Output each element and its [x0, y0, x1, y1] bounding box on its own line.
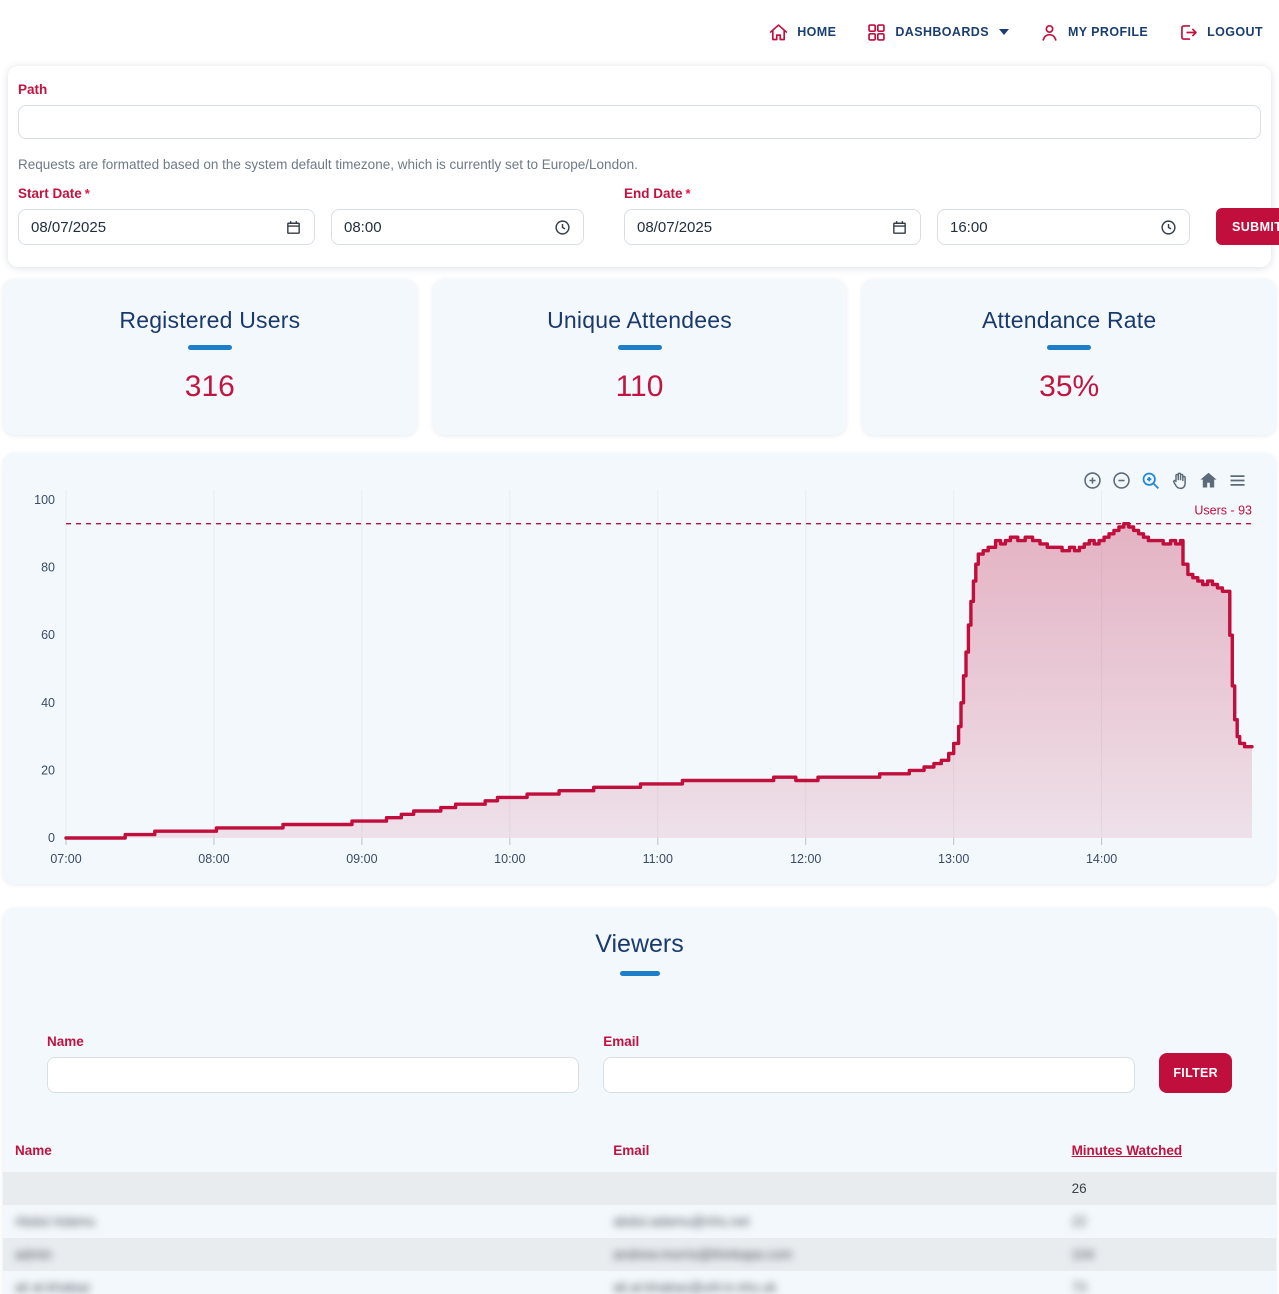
y-tick-label: 80 [41, 561, 55, 575]
clock-icon[interactable] [554, 219, 571, 236]
viewer-name-cell: admin [15, 1247, 52, 1262]
viewer-email-cell [601, 1172, 1059, 1205]
stat-card-registered-users: Registered Users 316 [3, 279, 417, 435]
nav-item-label: DASHBOARDS [895, 25, 989, 39]
viewers-title: Viewers [595, 930, 684, 958]
chevron-down-icon [998, 29, 1009, 35]
stat-card-title: Unique Attendees [547, 307, 732, 333]
filter-button[interactable]: FILTER [1159, 1053, 1232, 1093]
viewer-name-input[interactable] [47, 1057, 580, 1093]
top-navigation: HOME DASHBOARDS MY PROFILE LOGOUT [0, 0, 1279, 64]
viewer-name-label: Name [47, 1034, 84, 1049]
required-asterisk: * [84, 186, 90, 201]
x-tick-label: 07:00 [50, 852, 81, 866]
x-tick-label: 11:00 [643, 852, 673, 866]
nav-item-logout[interactable]: LOGOUT [1178, 22, 1263, 43]
box-zoom-icon[interactable] [1140, 470, 1161, 491]
viewer-email-cell: andrew.morris@thinkapa.com [613, 1247, 793, 1262]
viewer-minutes-cell: 22 [1071, 1214, 1087, 1229]
viewer-name-cell: Abdul Adamu [15, 1214, 96, 1229]
required-asterisk: * [685, 186, 691, 201]
nav-item-home[interactable]: HOME [768, 22, 836, 43]
title-underline [617, 345, 662, 350]
report-filter-panel: Path Requests are formatted based on the… [8, 66, 1279, 267]
chart-toolbar [1082, 470, 1248, 491]
stat-card-value: 316 [184, 370, 235, 403]
logout-icon [1178, 22, 1199, 43]
end-date-label: End Date * [624, 186, 691, 201]
x-tick-label: 10:00 [494, 852, 525, 866]
pan-icon[interactable] [1169, 470, 1190, 491]
nav-item-my-profile[interactable]: MY PROFILE [1039, 22, 1148, 43]
stat-card-value: 35% [1039, 370, 1100, 403]
x-tick-label: 09:00 [346, 852, 377, 866]
y-tick-label: 100 [34, 493, 55, 507]
viewer-email-cell: abdul.adamu@nhs.net [613, 1214, 750, 1229]
profile-icon [1039, 22, 1060, 43]
clock-icon[interactable] [1160, 219, 1177, 236]
viewer-name-cell [3, 1172, 601, 1205]
dashboards-icon [866, 22, 887, 43]
table-row[interactable]: Abdul Adamu abdul.adamu@nhs.net 22 [3, 1205, 1276, 1238]
y-tick-label: 20 [41, 763, 55, 777]
stat-card-attendance-rate: Attendance Rate 35% [862, 279, 1277, 435]
end-time-input[interactable]: 16:00 [937, 209, 1190, 245]
y-tick-label: 0 [48, 831, 55, 845]
table-row[interactable]: admin andrew.morris@thinkapa.com 104 [3, 1238, 1276, 1271]
x-tick-label: 08:00 [198, 852, 229, 866]
column-header-name: Name [15, 1143, 52, 1158]
path-label: Path [18, 82, 48, 97]
timezone-note: Requests are formatted based on the syst… [18, 157, 638, 172]
end-date-input[interactable]: 08/07/2025 [624, 209, 921, 245]
viewer-email-input[interactable] [603, 1057, 1136, 1093]
x-tick-label: 12:00 [790, 852, 821, 866]
x-tick-label: 14:00 [1086, 852, 1117, 866]
attendance-chart-panel: 07:00 08:00 09:00 10:00 11:00 12:00 13:00 14:00… [3, 453, 1276, 884]
calendar-icon[interactable] [285, 219, 302, 236]
users-area-fill [66, 523, 1252, 838]
stat-card-value: 110 [615, 370, 664, 403]
users-line [64, 522, 1254, 840]
column-header-minutes-watched[interactable]: Minutes Watched [1071, 1143, 1183, 1158]
table-row[interactable]: 26 [3, 1172, 1276, 1205]
nav-item-label: HOME [797, 25, 837, 39]
y-tick-label: 60 [41, 628, 55, 642]
title-underline [187, 345, 232, 350]
viewers-panel: Viewers Name Email FILTER Name Email Min… [3, 908, 1276, 1294]
calendar-icon[interactable] [891, 219, 908, 236]
submit-button[interactable]: SUBMIT [1216, 208, 1279, 245]
viewers-table: Name Email Minutes Watched 26 Abdul Adamu… [3, 1135, 1276, 1294]
title-underline [1047, 345, 1092, 350]
stat-card-unique-attendees: Unique Attendees 110 [432, 279, 847, 435]
menu-icon[interactable] [1227, 470, 1248, 491]
column-header-email: Email [613, 1143, 650, 1158]
start-time-input[interactable]: 08:00 [331, 209, 584, 245]
viewer-email-label: Email [603, 1034, 640, 1049]
home-icon [768, 22, 789, 43]
nav-item-label: LOGOUT [1207, 25, 1263, 39]
x-tick-label: 13:00 [938, 852, 969, 866]
zoom-out-icon[interactable] [1111, 470, 1132, 491]
table-row[interactable]: ali al-khabaz ali.al-khabaz@uhl-tr.nhs.uk… [3, 1271, 1276, 1294]
max-users-annotation-label: Users - 93 [1194, 504, 1252, 518]
users-over-time-chart[interactable]: 07:00 08:00 09:00 10:00 11:00 12:00 13:00 14:00… [3, 453, 1279, 884]
stat-cards: Registered Users 316 Unique Attendees 110… [3, 279, 1277, 435]
zoom-in-icon[interactable] [1082, 470, 1103, 491]
viewer-name-cell: ali al-khabaz [15, 1280, 91, 1294]
start-date-input[interactable]: 08/07/2025 [18, 209, 315, 245]
reset-home-icon[interactable] [1198, 470, 1219, 491]
y-tick-label: 40 [41, 696, 55, 710]
stat-card-title: Attendance Rate [982, 307, 1157, 333]
nav-item-dashboards[interactable]: DASHBOARDS [866, 22, 1009, 43]
nav-item-label: MY PROFILE [1067, 25, 1149, 39]
viewer-minutes-cell: 26 [1071, 1181, 1087, 1196]
path-input[interactable] [18, 105, 1261, 139]
start-date-label: Start Date * [18, 186, 90, 201]
viewer-minutes-cell: 73 [1071, 1280, 1087, 1294]
viewer-minutes-cell: 104 [1071, 1247, 1095, 1262]
stat-card-title: Registered Users [119, 307, 301, 333]
viewer-email-cell: ali.al-khabaz@uhl-tr.nhs.uk [613, 1280, 777, 1294]
title-underline [619, 971, 660, 976]
